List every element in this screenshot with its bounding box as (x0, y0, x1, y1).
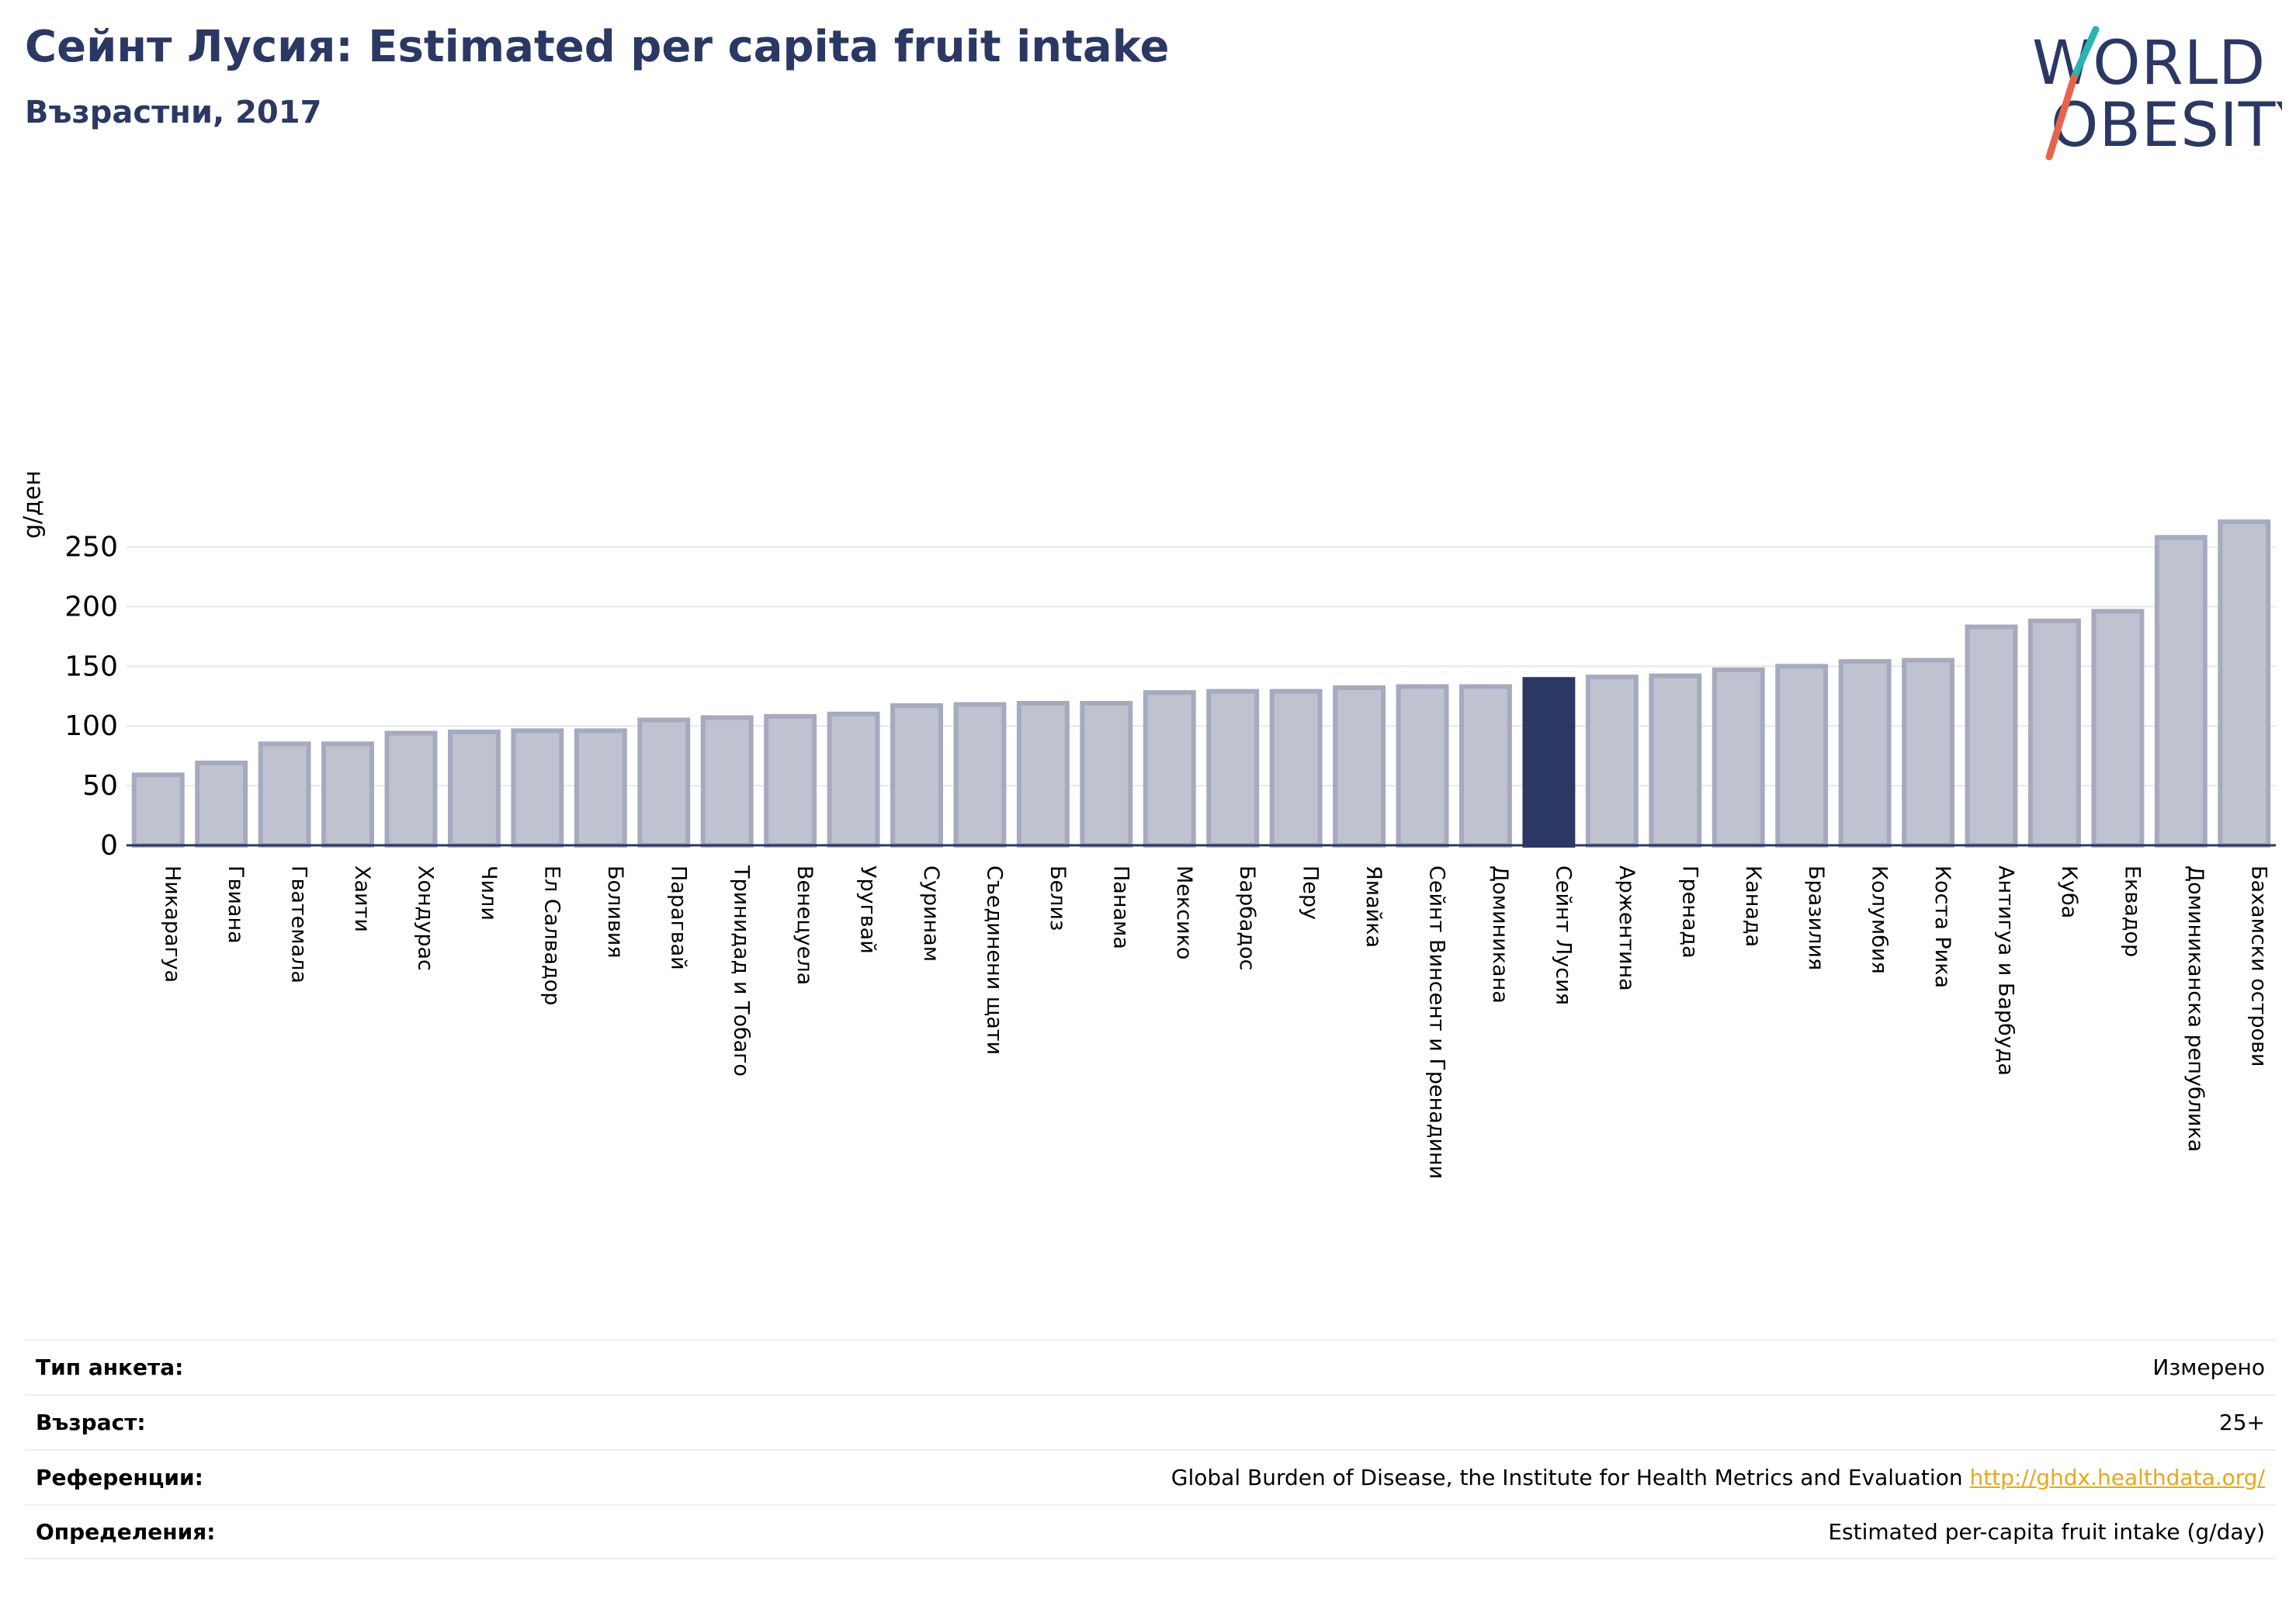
references-text: Global Burden of Disease, the Institute … (1171, 1465, 1963, 1490)
logo-slash-coral (2045, 74, 2078, 161)
bar[interactable] (1965, 624, 2018, 848)
bar[interactable] (1333, 685, 1386, 848)
bar[interactable] (1080, 701, 1133, 848)
bar[interactable] (890, 703, 943, 848)
definitions-value: Estimated per-capita fruit intake (g/day… (1828, 1519, 2265, 1545)
x-tick-label: Парагвай (666, 865, 690, 970)
x-tick-label: Уругвай (856, 865, 880, 954)
bar[interactable] (1649, 673, 1702, 848)
age-label: Възраст: (36, 1410, 146, 1435)
x-tick-label: Боливия (603, 865, 627, 959)
footer-row-survey-type: Тип анкета: Измерено (25, 1339, 2276, 1394)
references-label: Референции: (36, 1465, 203, 1490)
x-tick-label: Ел Салвадор (539, 865, 564, 1005)
bar[interactable] (1143, 690, 1196, 848)
chart-subtitle: Възрастни, 2017 (25, 95, 322, 130)
x-tick-label: Куба (2057, 865, 2081, 918)
bar[interactable] (2028, 618, 2081, 848)
bar[interactable] (2218, 519, 2271, 848)
y-tick-label: 50 (82, 770, 118, 802)
bar[interactable] (447, 729, 501, 848)
x-tick-label: Чили (477, 865, 501, 921)
x-tick-label: Хондурас (413, 865, 437, 971)
bar[interactable] (574, 728, 627, 848)
footer-row-definitions: Определения: Estimated per-capita fruit … (25, 1504, 2276, 1559)
x-tick-label: Перу (1299, 865, 1323, 920)
x-tick-label: Съединени щати (982, 865, 1006, 1055)
bar[interactable] (195, 760, 248, 848)
x-tick-label: Канада (1741, 865, 1765, 947)
chart-title: Сейнт Лусия: Estimated per capita fruit … (25, 22, 1170, 72)
x-tick-label: Доминикана (1488, 865, 1512, 1004)
bar[interactable] (1016, 701, 1070, 848)
bar[interactable] (700, 715, 754, 848)
definitions-label: Определения: (36, 1519, 216, 1545)
x-tick-label: Доминиканска република (2183, 865, 2208, 1152)
bar[interactable] (258, 741, 311, 848)
x-tick-label: Хаити (350, 865, 374, 932)
bar[interactable] (1585, 675, 1639, 848)
x-tick-label: Бразилия (1804, 865, 1828, 970)
bar[interactable] (1459, 684, 1512, 848)
bar[interactable] (321, 741, 374, 848)
bar[interactable] (953, 702, 1007, 848)
bar[interactable] (827, 711, 880, 848)
x-tick-label: Тринидад и Тобаго (730, 865, 754, 1077)
bar[interactable] (637, 717, 691, 848)
x-tick-label: Бахамски острови (2246, 865, 2270, 1067)
bar[interactable] (1775, 664, 1829, 848)
bar[interactable] (2091, 609, 2145, 848)
x-tick-label: Никарагуа (161, 865, 185, 983)
survey-type-value: Измерено (2152, 1354, 2265, 1380)
survey-type-label: Тип анкета: (36, 1354, 184, 1380)
y-tick-label: 0 (100, 830, 118, 862)
bar-highlight[interactable] (1522, 677, 1576, 848)
bar[interactable] (2154, 535, 2208, 848)
logo-text-obesity: OBESITY (2051, 91, 2282, 161)
x-tick-label: Сейнт Винсент и Гренадини (1425, 865, 1449, 1179)
y-tick-label: 250 (64, 532, 118, 564)
x-tick-label: Антигуа и Барбуда (1994, 865, 2018, 1076)
bar[interactable] (1902, 657, 1955, 848)
x-tick-label: Еквадор (2120, 865, 2144, 957)
x-tick-label: Гвиана (224, 865, 248, 944)
y-tick-label: 200 (64, 591, 118, 623)
x-tick-label: Сейнт Лусия (1551, 865, 1575, 1005)
x-tick-label: Колумбия (1868, 865, 1892, 974)
footer-row-references: Референции: Global Burden of Disease, th… (25, 1449, 2276, 1504)
x-tick-label: Аржентина (1614, 865, 1639, 991)
bar[interactable] (764, 713, 817, 848)
bar[interactable] (1838, 659, 1892, 848)
footer-row-age: Възраст: 25+ (25, 1394, 2276, 1449)
logo-slash-teal (2070, 26, 2100, 82)
x-tick-label: Венецуела (793, 865, 817, 985)
x-tick-label: Гватемала (287, 865, 311, 983)
x-tick-label: Белиз (1046, 865, 1070, 931)
bar-chart: 0 50 100 150 200 250 Никарагуа Гвиана Гватемала Х… (64, 519, 2276, 1179)
bar[interactable] (1712, 667, 1765, 848)
age-value: 25+ (2218, 1410, 2265, 1435)
x-tick-label: Коста Рика (1930, 865, 1954, 988)
bar[interactable] (1396, 684, 1449, 848)
metadata-table: Тип анкета: Измерено Възраст: 25+ Рефере… (25, 1339, 2276, 1559)
y-tick-label: 100 (64, 710, 118, 742)
bar[interactable] (1269, 689, 1323, 848)
bar[interactable] (384, 730, 438, 848)
x-tick-label: Панама (1108, 865, 1132, 949)
bar[interactable] (131, 772, 185, 848)
bar[interactable] (511, 728, 564, 848)
x-tick-label: Барбадос (1235, 865, 1259, 970)
bar[interactable] (1206, 689, 1260, 848)
references-link[interactable]: http://ghdx.healthdata.org/ (1969, 1465, 2265, 1490)
x-tick-label: Ямайка (1361, 865, 1386, 948)
references-value: Global Burden of Disease, the Institute … (1171, 1465, 2265, 1490)
world-obesity-logo[interactable]: WORLD OBESITY (2018, 16, 2282, 171)
y-tick-label: 150 (64, 650, 118, 682)
x-tick-label: Гренада (1677, 865, 1701, 959)
x-tick-label: Суринам (919, 865, 943, 962)
x-tick-label: Мексико (1172, 865, 1196, 959)
